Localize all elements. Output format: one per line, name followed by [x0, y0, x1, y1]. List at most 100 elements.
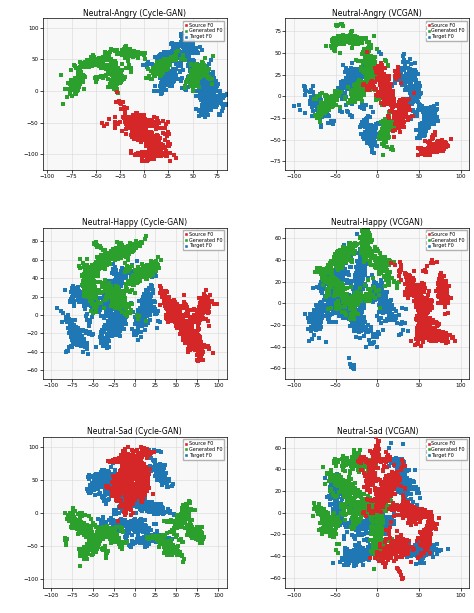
Point — [91, 55, 98, 65]
Point — [157, 142, 165, 152]
Point — [88, 539, 96, 549]
Point — [101, 55, 109, 65]
Point — [85, 289, 92, 299]
Point — [102, 53, 109, 63]
Point — [92, 522, 100, 532]
Point — [383, 257, 391, 267]
Point — [375, 493, 383, 503]
Point — [338, 262, 346, 272]
Point — [442, 292, 450, 302]
Point — [163, 55, 170, 64]
Point — [118, 313, 125, 322]
Point — [149, 153, 157, 163]
Point — [340, 535, 348, 544]
Point — [190, 59, 198, 69]
Point — [95, 285, 102, 295]
Point — [113, 484, 120, 493]
Point — [411, 285, 419, 295]
Point — [309, 310, 317, 320]
Point — [142, 536, 149, 546]
Point — [181, 318, 188, 327]
Point — [367, 129, 375, 139]
Point — [87, 527, 94, 537]
Point — [358, 459, 366, 468]
Point — [108, 282, 115, 292]
Point — [189, 529, 197, 539]
Point — [170, 50, 177, 59]
Point — [139, 271, 147, 281]
Point — [114, 489, 121, 498]
Point — [188, 344, 196, 354]
Point — [376, 71, 383, 81]
Point — [142, 538, 149, 548]
Point — [330, 487, 338, 497]
Point — [99, 245, 106, 255]
Point — [373, 487, 381, 497]
Point — [104, 489, 111, 498]
Point — [370, 504, 377, 514]
Point — [405, 85, 413, 95]
Point — [327, 500, 334, 509]
Point — [380, 501, 388, 511]
Point — [420, 129, 428, 139]
Point — [364, 49, 371, 59]
Point — [135, 314, 142, 324]
Point — [83, 525, 91, 535]
Point — [127, 500, 134, 509]
Point — [380, 253, 388, 262]
Point — [195, 65, 202, 75]
Point — [395, 552, 403, 562]
Point — [346, 32, 353, 42]
Point — [117, 312, 125, 322]
Point — [96, 527, 104, 536]
Point — [162, 142, 169, 152]
Point — [178, 511, 186, 520]
Point — [424, 332, 431, 342]
Point — [374, 520, 382, 530]
Point — [88, 286, 95, 296]
Point — [305, 317, 313, 327]
Point — [342, 36, 349, 45]
Point — [350, 508, 357, 518]
Point — [128, 459, 135, 469]
Point — [118, 276, 125, 286]
Point — [333, 291, 340, 301]
Point — [156, 300, 164, 310]
Point — [98, 473, 105, 483]
Point — [113, 66, 121, 75]
Point — [196, 67, 203, 77]
Point — [76, 524, 84, 533]
Point — [163, 541, 171, 551]
Point — [188, 305, 195, 315]
Point — [340, 34, 347, 44]
Point — [133, 499, 141, 509]
Point — [383, 94, 391, 104]
Point — [120, 248, 128, 258]
Point — [88, 267, 95, 277]
Point — [121, 459, 128, 469]
Point — [101, 48, 109, 58]
Point — [124, 463, 131, 473]
Point — [145, 306, 152, 316]
Point — [159, 148, 166, 158]
Point — [377, 318, 385, 328]
Point — [351, 519, 358, 529]
Point — [152, 509, 159, 519]
Point — [388, 479, 395, 489]
Point — [95, 257, 102, 267]
Point — [381, 303, 388, 313]
Point — [411, 483, 419, 493]
Point — [113, 478, 121, 487]
Point — [75, 519, 83, 529]
Point — [109, 474, 117, 484]
Point — [401, 482, 409, 492]
Point — [363, 506, 371, 516]
Point — [374, 444, 381, 454]
Point — [129, 481, 137, 491]
Point — [184, 335, 191, 345]
Point — [191, 326, 199, 336]
Point — [138, 471, 146, 481]
Point — [138, 500, 146, 510]
Point — [386, 487, 394, 497]
Point — [157, 463, 164, 473]
